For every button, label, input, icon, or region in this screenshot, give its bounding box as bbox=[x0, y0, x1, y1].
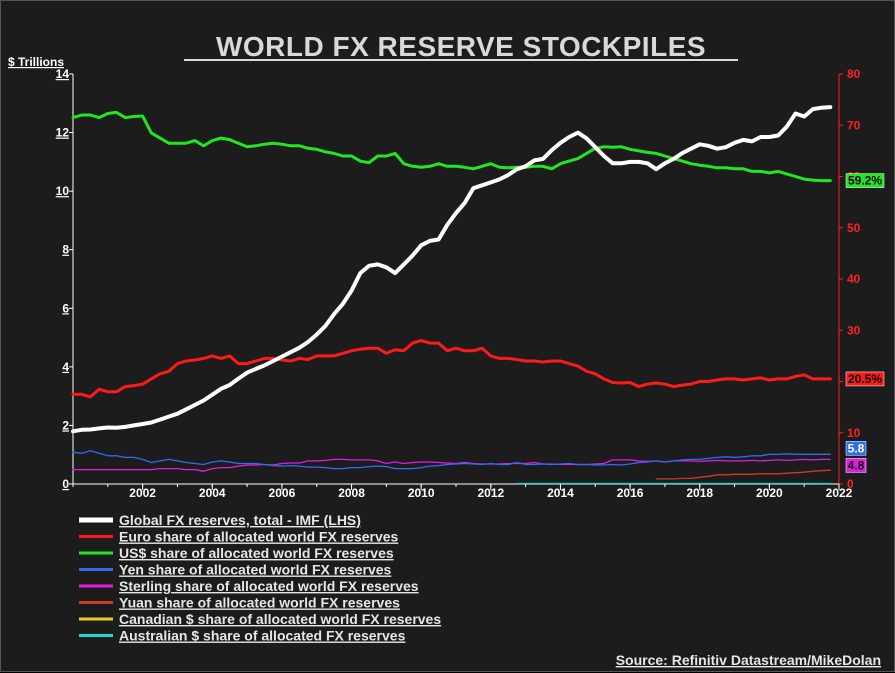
x-tick-label: 2006 bbox=[269, 486, 296, 500]
series-line-2 bbox=[71, 110, 832, 183]
legend: Global FX reserves, total - IMF (LHS)Eur… bbox=[79, 512, 441, 644]
y-left-tick-label: 8 bbox=[62, 243, 69, 257]
series-line-4 bbox=[72, 458, 831, 472]
series-line-3 bbox=[72, 450, 831, 470]
legend-entry: Euro share of allocated world FX reserve… bbox=[119, 529, 399, 545]
end-label-text: 5.8 bbox=[848, 441, 865, 455]
y-left-tick-label: 10 bbox=[56, 184, 70, 198]
y-left-tick-label: 14 bbox=[56, 67, 70, 81]
y-right-tick-label: 50 bbox=[847, 221, 861, 235]
y-left-tick-label: 12 bbox=[56, 126, 70, 140]
end-label-text: 20.5% bbox=[848, 372, 882, 386]
y-right-tick-label: 70 bbox=[847, 118, 861, 132]
end-label-box bbox=[845, 458, 867, 473]
y-axis-left-label: $ Trillions bbox=[8, 55, 64, 69]
x-tick-label: 2012 bbox=[477, 486, 504, 500]
series-line-0 bbox=[71, 105, 833, 434]
y-right-tick-label: 30 bbox=[847, 323, 861, 337]
source-note: Source: Refinitiv Datastream/MikeDolan bbox=[616, 652, 881, 668]
y-right-tick-label: 80 bbox=[847, 67, 861, 81]
series-line-1 bbox=[71, 339, 832, 399]
y-right-tick-label: 0 bbox=[847, 477, 854, 491]
y-left-tick-label: 6 bbox=[62, 301, 69, 315]
legend-entry: US$ share of allocated world FX reserves bbox=[119, 545, 394, 561]
end-label-box bbox=[845, 371, 885, 387]
legend-entry: Yuan share of allocated world FX reserve… bbox=[119, 595, 400, 611]
end-label-text: 4.8 bbox=[848, 458, 865, 472]
legend-entry: Sterling share of allocated world FX res… bbox=[119, 578, 419, 594]
x-tick-label: 2010 bbox=[408, 486, 435, 500]
series-line-5 bbox=[655, 469, 831, 480]
y-left-tick-label: 2 bbox=[62, 418, 69, 432]
x-tick-label: 2022 bbox=[826, 486, 853, 500]
legend-entry: Yen share of allocated world FX reserves bbox=[119, 562, 392, 578]
y-right-tick-label: 40 bbox=[847, 272, 861, 286]
x-tick-label: 2014 bbox=[547, 486, 574, 500]
x-tick-label: 2020 bbox=[756, 486, 783, 500]
end-label-box bbox=[845, 441, 867, 456]
x-tick-label: 2002 bbox=[129, 486, 156, 500]
legend-entry: Global FX reserves, total - IMF (LHS) bbox=[119, 512, 361, 528]
axes: 0246810121401020304050607080200220042006… bbox=[56, 67, 861, 500]
chart-title: WORLD FX RESERVE STOCKPILES bbox=[216, 31, 706, 62]
y-left-tick-label: 0 bbox=[62, 477, 69, 491]
x-tick-label: 2004 bbox=[199, 486, 226, 500]
end-label-text: 59.2% bbox=[848, 174, 882, 188]
x-tick-label: 2016 bbox=[617, 486, 644, 500]
x-tick-label: 2018 bbox=[686, 486, 713, 500]
legend-entry: Australian $ share of allocated FX reser… bbox=[119, 628, 406, 644]
end-labels: 59.2% 20.5% 5.8 4.8 bbox=[845, 173, 885, 473]
plot-area bbox=[71, 105, 833, 485]
end-label-box bbox=[845, 173, 885, 188]
y-right-tick-label: 10 bbox=[847, 426, 861, 440]
legend-entry: Canadian $ share of allocated world FX r… bbox=[119, 611, 441, 627]
x-tick-label: 2008 bbox=[338, 486, 365, 500]
y-left-tick-label: 4 bbox=[62, 360, 69, 374]
